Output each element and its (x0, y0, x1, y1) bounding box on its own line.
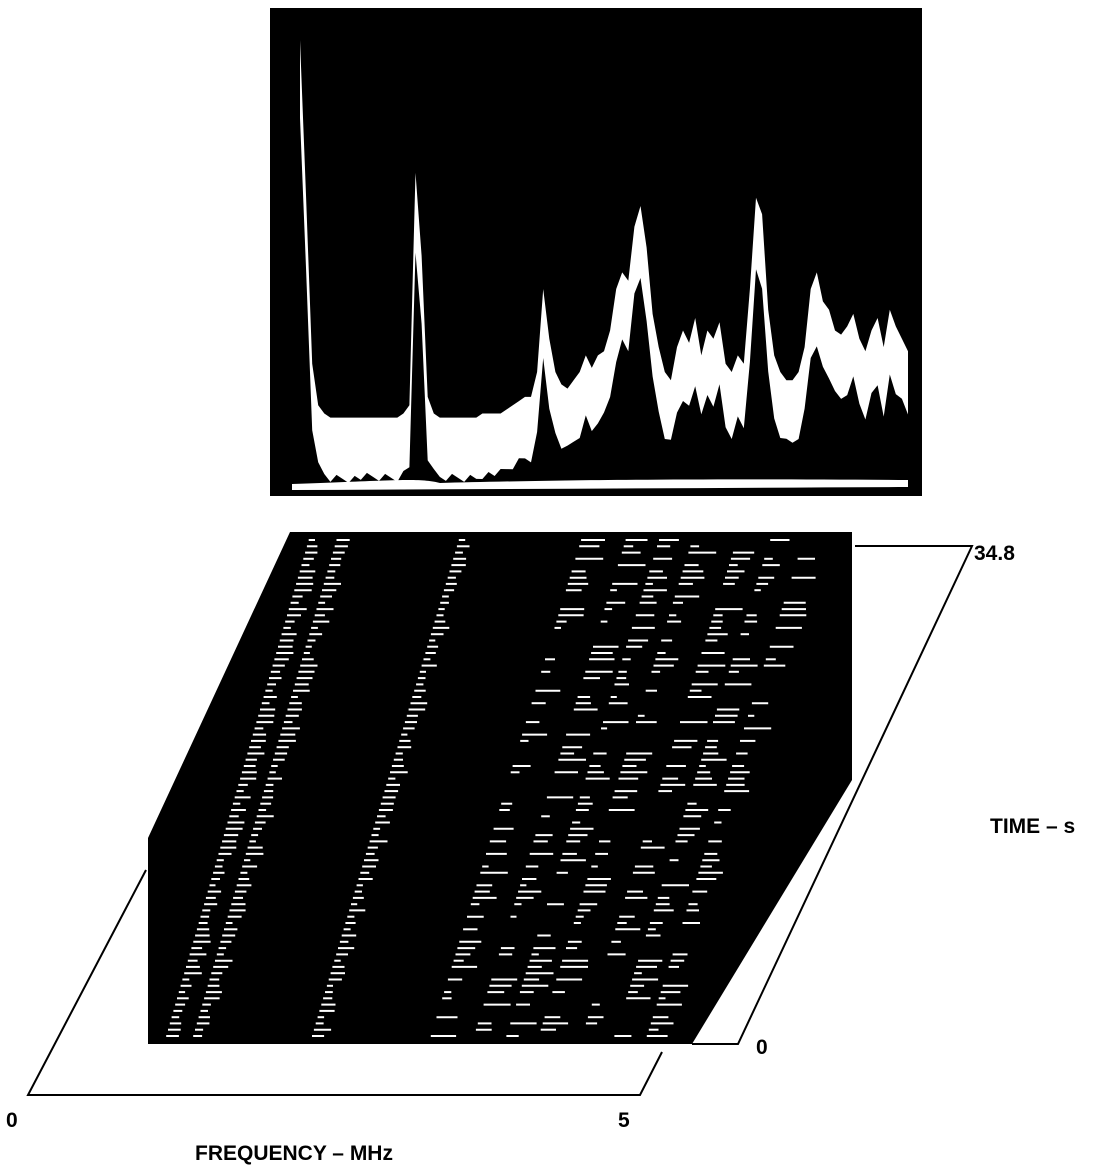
time-axis-label: TIME – s (990, 815, 1075, 838)
frequency-tick-label-max: 5 (618, 1109, 630, 1132)
waterfall-traces (166, 539, 816, 1037)
frequency-tick-label-min: 0 (6, 1109, 18, 1132)
frequency-axis-label: FREQUENCY – MHz (195, 1142, 393, 1165)
time-tick-label-min: 0 (756, 1036, 768, 1059)
time-tick-label-max: 34.8 (974, 542, 1015, 565)
waterfall-display (148, 532, 852, 1044)
spectrum-trace (300, 40, 908, 483)
frequency-axis-frame (26, 869, 663, 1096)
baseline-trace (292, 479, 908, 490)
time-axis-frame (692, 545, 974, 1045)
